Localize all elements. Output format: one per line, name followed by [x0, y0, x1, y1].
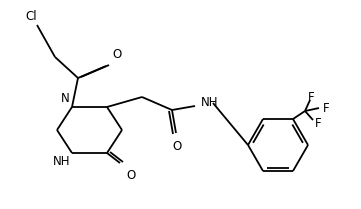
Text: F: F — [323, 102, 330, 115]
Text: NH: NH — [201, 97, 218, 110]
Text: O: O — [112, 48, 121, 61]
Text: O: O — [172, 140, 182, 153]
Text: F: F — [315, 117, 322, 130]
Text: F: F — [308, 90, 315, 103]
Text: Cl: Cl — [25, 10, 36, 23]
Text: N: N — [61, 92, 70, 105]
Text: O: O — [126, 169, 135, 182]
Text: NH: NH — [52, 155, 70, 168]
